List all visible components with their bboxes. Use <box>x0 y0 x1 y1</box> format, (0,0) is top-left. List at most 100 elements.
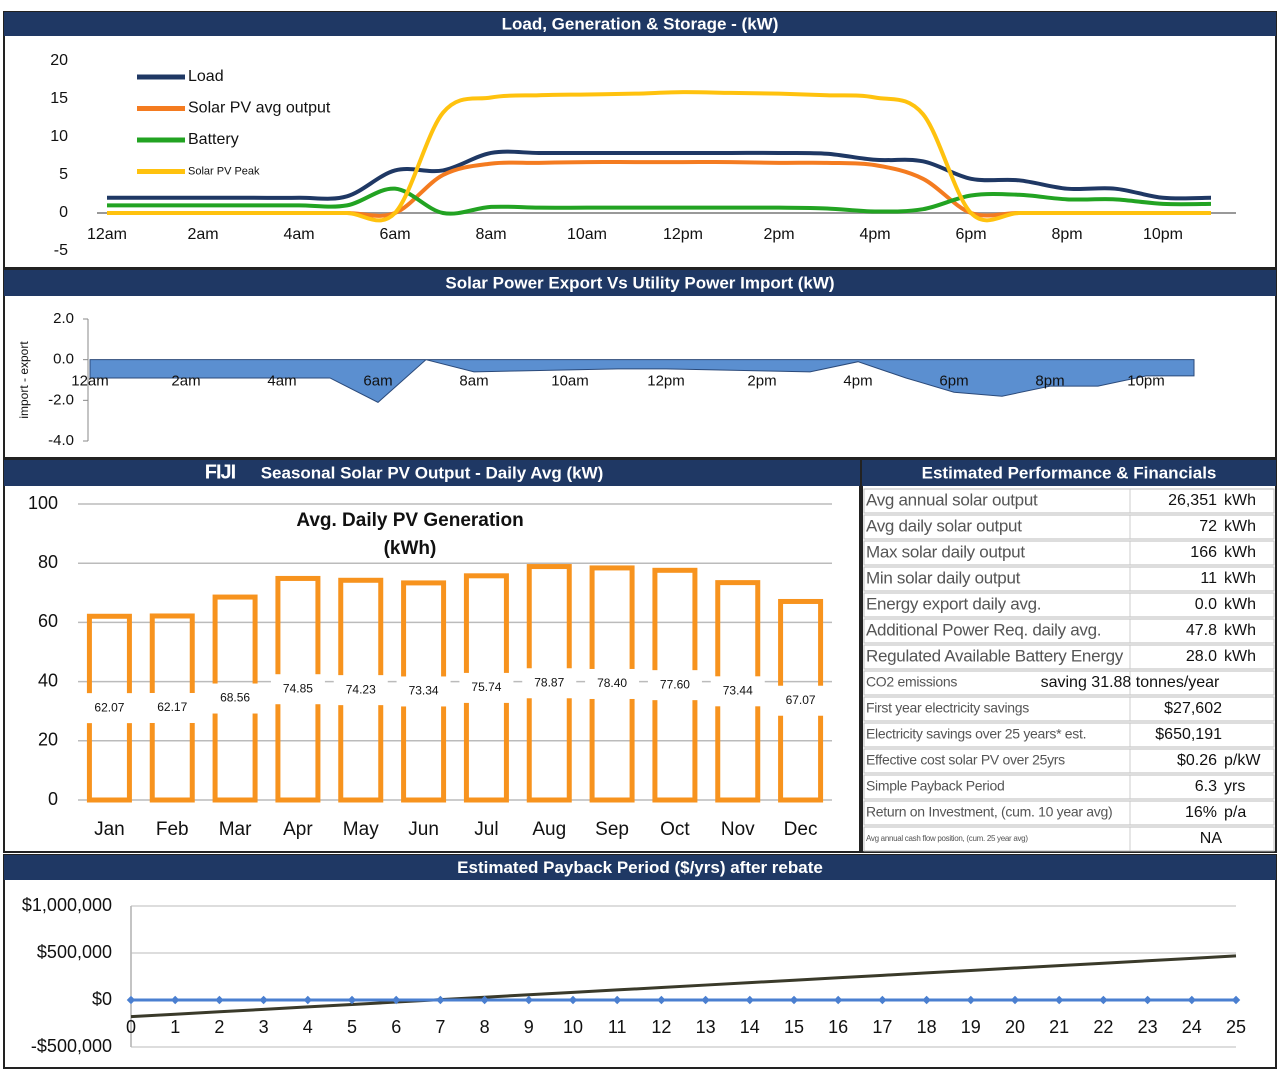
point-marker <box>436 995 445 1005</box>
value-label: 77.60 <box>660 677 690 691</box>
x-tick-label: 8am <box>475 226 506 243</box>
label-bg <box>270 674 325 705</box>
x-tick-label: 24 <box>1182 1017 1202 1037</box>
series-line <box>107 149 1212 201</box>
x-tick-label: 2 <box>214 1017 224 1037</box>
value-label: 67.07 <box>786 693 816 707</box>
header-title: Seasonal Solar PV Output - Daily Avg (kW… <box>261 463 604 482</box>
y-tick-label: 5 <box>59 166 68 183</box>
table-row <box>863 540 1275 566</box>
x-tick-label: Sep <box>595 819 629 840</box>
point-marker <box>524 995 534 1005</box>
y-tick-label: 0 <box>59 204 68 221</box>
row-value: 28.0 <box>1186 648 1217 665</box>
legend-label: Battery <box>188 131 239 148</box>
table-row <box>863 696 1275 722</box>
header-bar <box>4 855 1276 880</box>
point-marker <box>789 995 799 1005</box>
row-value: 16% <box>1185 804 1217 821</box>
point-marker <box>833 995 843 1005</box>
x-tick-label: 10pm <box>1143 226 1183 243</box>
row-label: Return on Investment, (cum. 10 year avg) <box>866 804 1112 820</box>
legend-label: Load <box>188 68 224 85</box>
label-bg <box>333 675 388 706</box>
row-unit: kWh <box>1224 648 1256 665</box>
header-title: Estimated Payback Period ($/yrs) after r… <box>457 858 823 877</box>
point-marker <box>966 995 976 1005</box>
point-marker <box>303 995 313 1005</box>
value-label: 74.85 <box>283 681 313 695</box>
value-label: 78.87 <box>534 675 564 689</box>
series-line <box>130 954 1237 1019</box>
row-label: Additional Power Req. daily avg. <box>866 620 1101 639</box>
x-tick-label: 8pm <box>1035 373 1064 390</box>
row-label: Simple Payback Period <box>866 778 1004 794</box>
point-marker <box>1054 995 1064 1005</box>
row-label: Max solar daily output <box>866 542 1025 561</box>
header-bar <box>4 270 1276 296</box>
point-marker <box>391 995 401 1005</box>
x-tick-label: 4 <box>303 1017 313 1037</box>
row-value: 6.3 <box>1195 778 1217 795</box>
value-label: 74.23 <box>346 682 376 696</box>
label-bg <box>585 668 640 699</box>
row-label: Avg daily solar output <box>866 516 1022 535</box>
x-tick-label: 12 <box>651 1017 671 1037</box>
row-label: First year electricity savings <box>866 700 1029 716</box>
point-marker <box>1099 995 1108 1005</box>
x-tick-label: 10 <box>563 1017 583 1037</box>
row-label: Energy export daily avg. <box>866 594 1041 613</box>
x-tick-label: 6pm <box>955 226 986 243</box>
x-tick-label: 15 <box>784 1017 804 1037</box>
x-tick-label: 2pm <box>763 226 794 243</box>
table-row <box>863 774 1275 800</box>
row-unit: kWh <box>1224 518 1256 535</box>
table-row <box>863 514 1275 540</box>
header-bar <box>4 12 1276 36</box>
y-tick-label: 100 <box>28 493 58 513</box>
value-label: 78.40 <box>597 676 627 690</box>
x-tick-label: May <box>343 819 379 840</box>
table-row <box>863 748 1275 774</box>
x-tick-label: 23 <box>1138 1017 1158 1037</box>
row-value: $650,191 <box>1155 726 1222 743</box>
y-tick-label: -$500,000 <box>31 1036 112 1056</box>
x-tick-label: 16 <box>828 1017 848 1037</box>
x-tick-label: Mar <box>219 819 252 840</box>
point-marker <box>657 995 666 1005</box>
x-tick-label: 11 <box>608 1017 627 1037</box>
x-tick-label: 12pm <box>663 226 703 243</box>
label-bg <box>396 676 451 707</box>
row-label: Avg annual cash flow position, (cum. 25 … <box>866 834 1028 843</box>
y-tick-label: 60 <box>38 611 58 631</box>
x-tick-label: Feb <box>156 819 189 840</box>
y-tick-label: 0 <box>48 789 58 809</box>
header-title: Solar Power Export Vs Utility Power Impo… <box>445 273 834 292</box>
x-tick-label: 14 <box>740 1017 760 1037</box>
label-bg <box>208 683 263 714</box>
x-tick-label: 8am <box>459 373 488 390</box>
x-tick-label: Oct <box>660 819 690 840</box>
y-tick-label: 20 <box>38 730 58 750</box>
point-marker <box>922 995 931 1005</box>
point-marker <box>568 995 578 1005</box>
x-tick-label: 6pm <box>939 373 968 390</box>
table-row <box>863 592 1275 618</box>
x-tick-label: 19 <box>961 1017 981 1037</box>
point-marker <box>1010 995 1020 1005</box>
header-title: Estimated Performance & Financials <box>922 463 1217 482</box>
x-tick-label: 18 <box>917 1017 937 1037</box>
table-row <box>863 644 1275 670</box>
x-tick-label: 1 <box>170 1017 180 1037</box>
y-tick-label: 15 <box>50 90 68 107</box>
x-tick-label: Nov <box>721 819 755 840</box>
row-value: 72 <box>1199 518 1217 535</box>
point-marker <box>1231 995 1241 1005</box>
x-tick-label: 13 <box>696 1017 716 1037</box>
label-bg <box>459 672 514 703</box>
series-line <box>107 186 1212 216</box>
table-row <box>863 618 1275 644</box>
y-tick-label: 40 <box>38 670 58 690</box>
label-bg <box>647 670 702 701</box>
row-value: 0.0 <box>1195 596 1217 613</box>
